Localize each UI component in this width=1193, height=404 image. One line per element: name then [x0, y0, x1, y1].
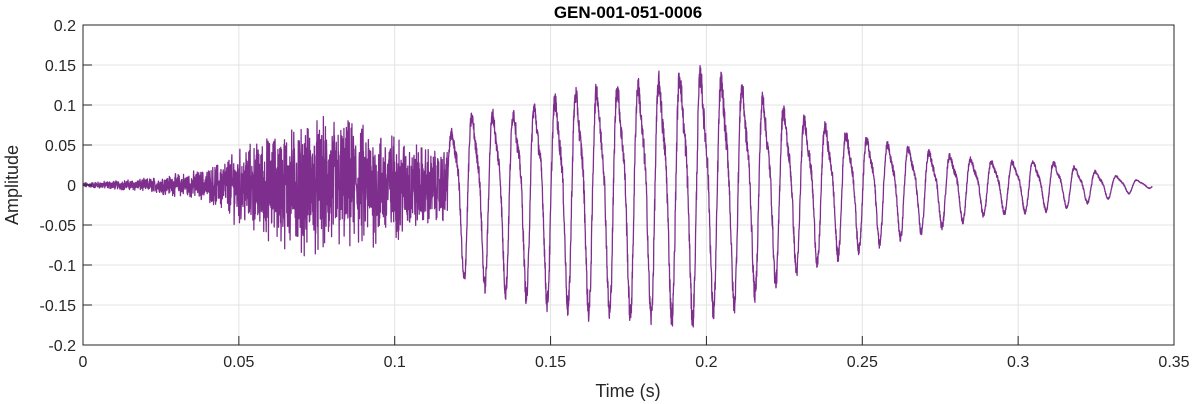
x-tick-label: 0.15	[535, 354, 566, 371]
y-axis: -0.2 -0.15 -0.1 -0.05 0 0.05 0.1 0.15 0.2	[40, 18, 92, 355]
y-tick-label: -0.15	[40, 298, 77, 315]
x-axis: 0 0.05 0.1 0.15 0.2 0.25 0.3 0.35	[79, 336, 1190, 371]
y-tick-label: -0.05	[40, 218, 77, 235]
y-tick-label: 0.1	[54, 98, 76, 115]
waveform-line	[82, 65, 1153, 328]
signal-trace	[82, 65, 1153, 328]
x-axis-label: Time (s)	[595, 381, 660, 401]
x-tick-label: 0.3	[1007, 354, 1029, 371]
y-tick-label: 0.05	[45, 138, 76, 155]
x-tick-label: 0	[79, 354, 88, 371]
x-tick-label: 0.2	[695, 354, 717, 371]
x-tick-label: 0.1	[384, 354, 406, 371]
y-tick-label: 0.15	[45, 58, 76, 75]
y-tick-label: 0.2	[54, 18, 76, 35]
x-tick-label: 0.35	[1158, 354, 1189, 371]
y-tick-label: -0.1	[48, 258, 76, 275]
chart-title: GEN-001-051-0006	[554, 3, 702, 22]
x-tick-label: 0.05	[223, 354, 254, 371]
y-tick-label: 0	[67, 178, 76, 195]
y-tick-label: -0.2	[48, 338, 76, 355]
x-tick-label: 0.25	[847, 354, 878, 371]
y-axis-label: Amplitude	[2, 145, 22, 225]
